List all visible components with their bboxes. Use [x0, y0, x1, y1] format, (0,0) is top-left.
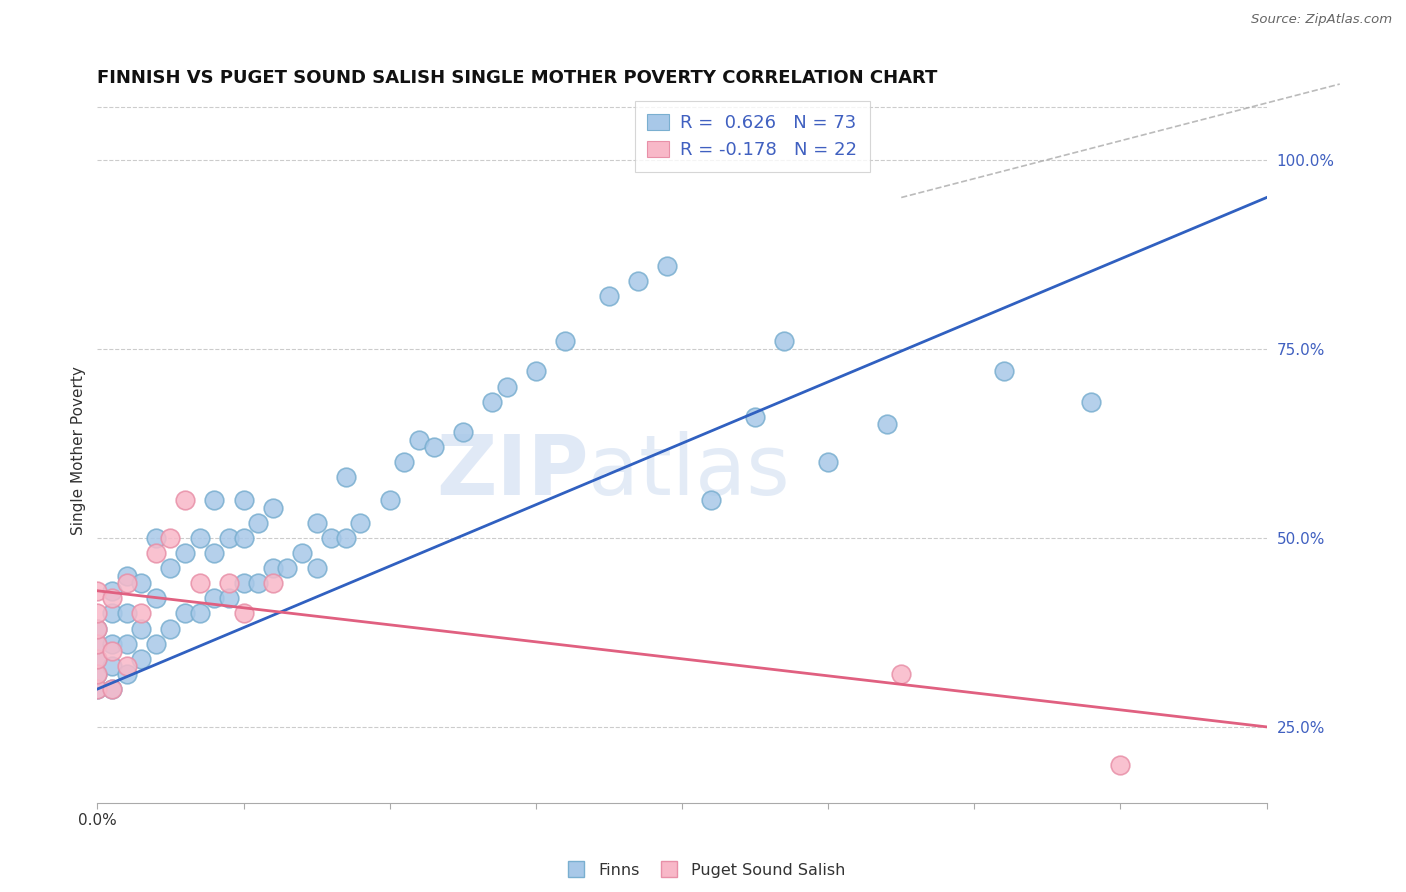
Text: Source: ZipAtlas.com: Source: ZipAtlas.com	[1251, 13, 1392, 27]
Point	[115, 637, 138, 651]
Point	[744, 409, 766, 424]
Point	[101, 637, 124, 651]
Point	[232, 576, 254, 591]
Point	[145, 637, 167, 651]
Point	[188, 607, 211, 621]
Point	[202, 591, 225, 606]
Point	[202, 546, 225, 560]
Point	[115, 568, 138, 582]
Point	[700, 493, 723, 508]
Point	[247, 576, 270, 591]
Point	[101, 682, 124, 697]
Point	[890, 667, 912, 681]
Point	[115, 576, 138, 591]
Point	[262, 561, 284, 575]
Point	[349, 516, 371, 530]
Text: atlas: atlas	[589, 432, 790, 513]
Point	[86, 682, 108, 697]
Point	[101, 682, 124, 697]
Point	[174, 607, 197, 621]
Point	[115, 607, 138, 621]
Point	[101, 583, 124, 598]
Point	[247, 516, 270, 530]
Point	[218, 531, 240, 545]
Point	[1080, 394, 1102, 409]
Point	[876, 417, 898, 432]
Text: FINNISH VS PUGET SOUND SALISH SINGLE MOTHER POVERTY CORRELATION CHART: FINNISH VS PUGET SOUND SALISH SINGLE MOT…	[97, 69, 938, 87]
Point	[145, 531, 167, 545]
Point	[86, 637, 108, 651]
Point	[422, 440, 444, 454]
Point	[232, 607, 254, 621]
Point	[86, 622, 108, 636]
Point	[202, 493, 225, 508]
Point	[86, 607, 108, 621]
Point	[817, 455, 839, 469]
Point	[115, 659, 138, 673]
Point	[159, 561, 181, 575]
Point	[159, 531, 181, 545]
Point	[335, 470, 357, 484]
Point	[993, 364, 1015, 378]
Point	[86, 667, 108, 681]
Point	[657, 259, 679, 273]
Y-axis label: Single Mother Poverty: Single Mother Poverty	[72, 367, 86, 535]
Point	[262, 500, 284, 515]
Point	[101, 591, 124, 606]
Point	[495, 379, 517, 393]
Point	[101, 607, 124, 621]
Point	[481, 394, 503, 409]
Point	[129, 576, 152, 591]
Point	[86, 652, 108, 666]
Legend: R =  0.626   N = 73, R = -0.178   N = 22: R = 0.626 N = 73, R = -0.178 N = 22	[634, 101, 869, 172]
Point	[378, 493, 401, 508]
Point	[101, 659, 124, 673]
Point	[188, 576, 211, 591]
Point	[115, 667, 138, 681]
Point	[145, 546, 167, 560]
Point	[188, 531, 211, 545]
Point	[554, 334, 576, 349]
Point	[86, 682, 108, 697]
Point	[598, 289, 620, 303]
Point	[394, 455, 416, 469]
Point	[86, 622, 108, 636]
Point	[232, 531, 254, 545]
Point	[145, 591, 167, 606]
Point	[218, 576, 240, 591]
Point	[276, 561, 298, 575]
Point	[101, 644, 124, 658]
Point	[408, 433, 430, 447]
Point	[129, 652, 152, 666]
Point	[627, 274, 650, 288]
Point	[232, 493, 254, 508]
Point	[159, 622, 181, 636]
Point	[321, 531, 343, 545]
Point	[451, 425, 474, 439]
Point	[129, 607, 152, 621]
Point	[335, 531, 357, 545]
Point	[86, 652, 108, 666]
Point	[86, 583, 108, 598]
Point	[291, 546, 314, 560]
Point	[86, 637, 108, 651]
Point	[129, 622, 152, 636]
Point	[305, 561, 328, 575]
Point	[305, 516, 328, 530]
Text: ZIP: ZIP	[436, 432, 589, 513]
Point	[1109, 757, 1132, 772]
Point	[174, 493, 197, 508]
Point	[262, 576, 284, 591]
Point	[773, 334, 796, 349]
Point	[218, 591, 240, 606]
Point	[86, 667, 108, 681]
Legend: Finns, Puget Sound Salish: Finns, Puget Sound Salish	[554, 856, 852, 884]
Point	[174, 546, 197, 560]
Point	[524, 364, 547, 378]
